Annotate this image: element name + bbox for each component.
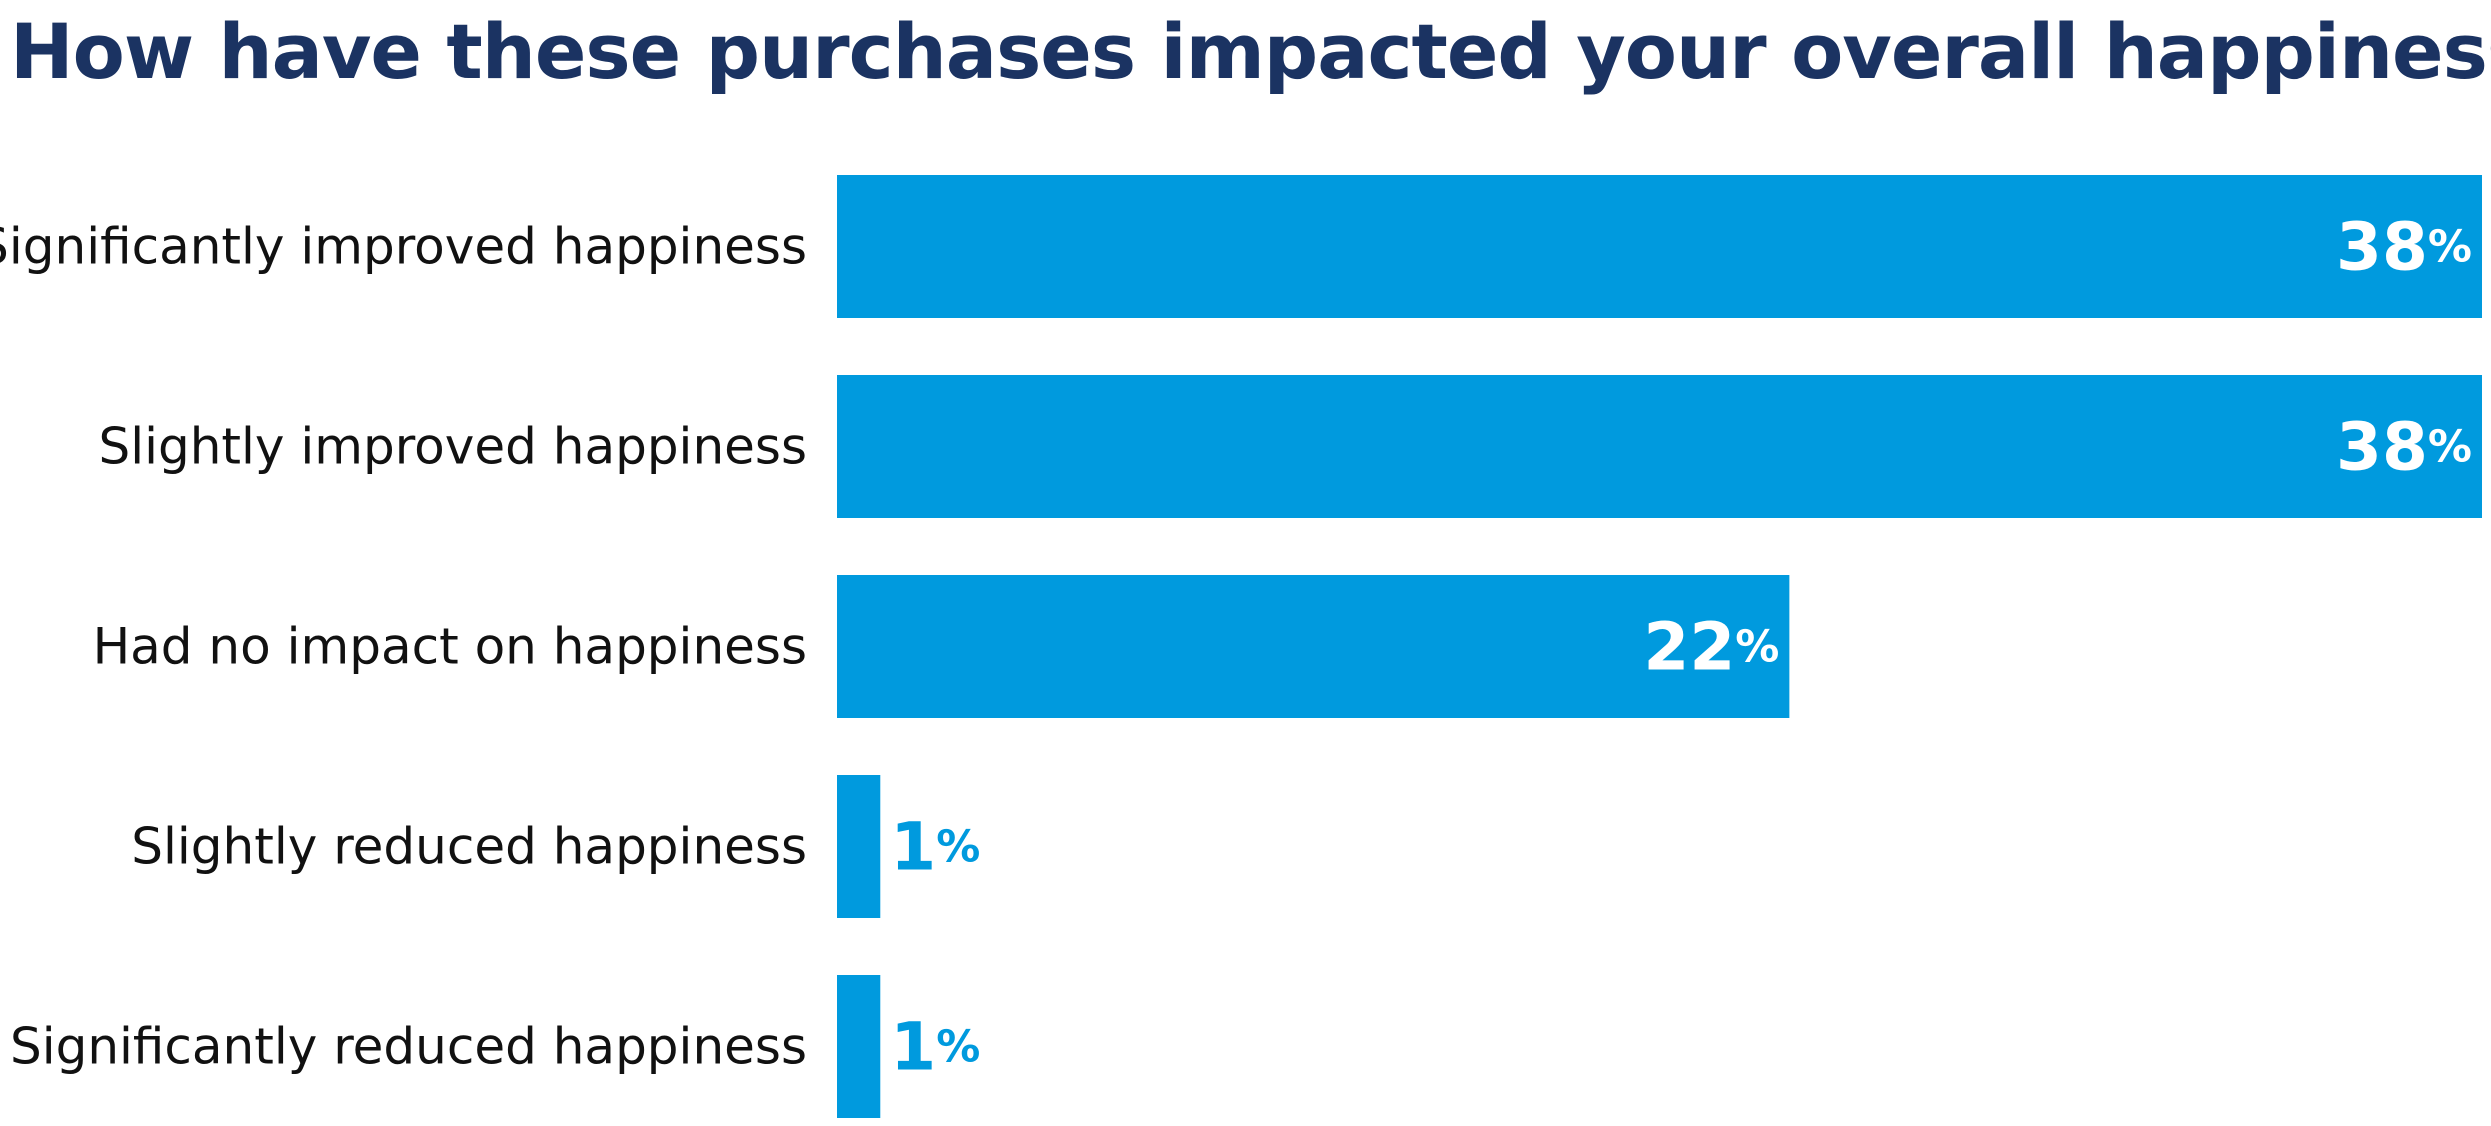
category-label: Significantly reduced happiness (10, 1018, 807, 1076)
category-label: Significantly improved happiness (0, 218, 807, 276)
bar (837, 175, 2482, 318)
data-label: 22% (1643, 608, 1779, 685)
data-label: 38% (2336, 408, 2472, 485)
category-label: Slightly reduced happiness (131, 818, 807, 876)
bar (837, 775, 881, 918)
bar (837, 975, 881, 1118)
category-label: Slightly improved happiness (98, 418, 807, 476)
bars-group: Significantly improved happiness 38% Sligh… (0, 175, 2482, 1118)
chart-title: How have these purchases impacted your o… (10, 7, 2491, 96)
bar (837, 375, 2482, 518)
bar (837, 575, 1790, 718)
data-label: 1% (890, 1008, 980, 1085)
data-label: 38% (2336, 208, 2472, 285)
data-label: 1% (890, 808, 980, 885)
category-label: Had no impact on happiness (93, 618, 807, 676)
